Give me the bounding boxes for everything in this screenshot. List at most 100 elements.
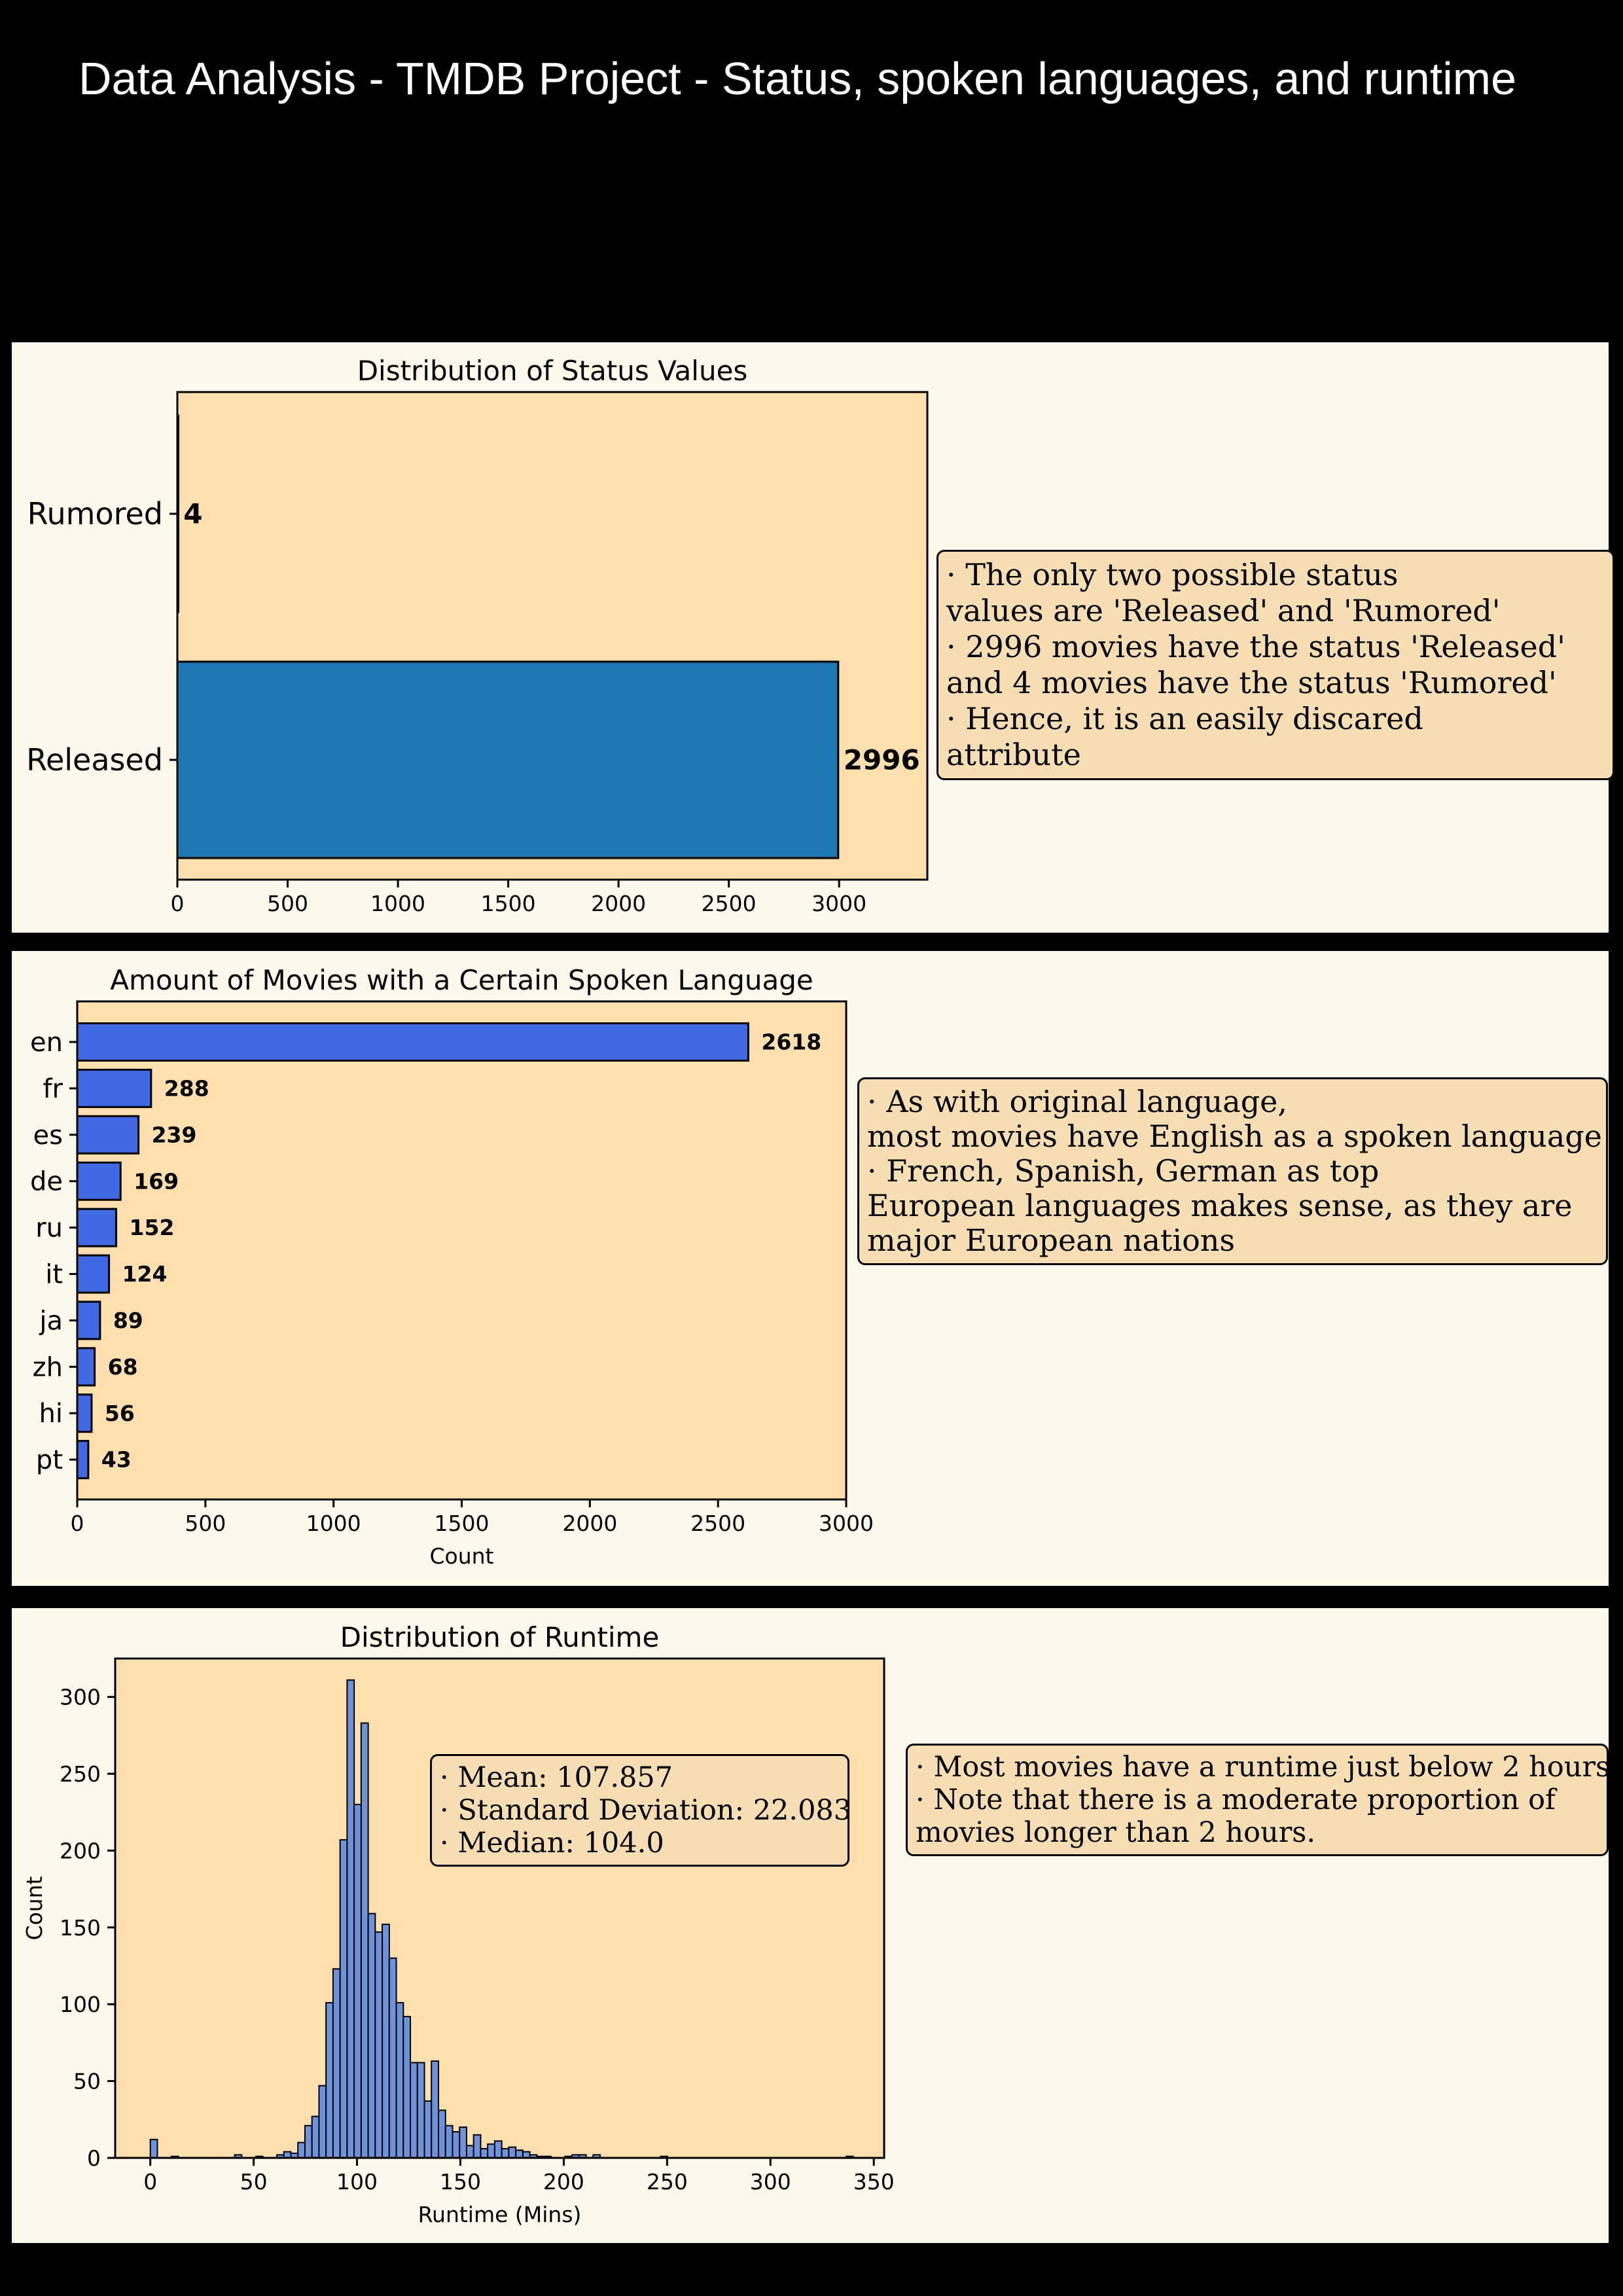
runtime-histogram-bar: [388, 1957, 397, 2159]
status-note-line: · The only two possible status: [946, 557, 1399, 592]
runtime-chart: Distribution of Runtime 0 50 100 150 200 250 30…: [22, 1621, 895, 2227]
runtime-histogram-bar: [395, 2001, 404, 2159]
runtime-note-line: · Most movies have a runtime just below …: [916, 1751, 1611, 1784]
language-data-label: 56: [105, 1401, 135, 1426]
runtime-histogram-bar: [353, 1804, 362, 2159]
language-note-line: European languages makes sense, as they …: [867, 1188, 1573, 1223]
runtime-histogram-bar: [416, 2062, 425, 2159]
language-xtick-label: 1500: [435, 1511, 490, 1536]
runtime-xtick-label: 300: [750, 2169, 791, 2195]
language-data-label: 152: [130, 1215, 175, 1240]
status-xtick-label: 1500: [481, 891, 536, 916]
runtime-histogram-bar: [515, 2149, 524, 2159]
language-title: Amount of Movies with a Certain Spoken L…: [110, 964, 813, 996]
language-data-label: 68: [108, 1354, 138, 1380]
runtime-histogram-bar: [332, 1968, 341, 2159]
language-category-label: pt: [36, 1445, 63, 1475]
language-data-label: 169: [134, 1168, 179, 1194]
runtime-histogram-bar: [444, 2125, 454, 2159]
page-title: Data Analysis - TMDB Project - Status, s…: [79, 53, 1517, 104]
status-xtick-label: 0: [171, 891, 185, 916]
language-bar: [76, 1347, 96, 1387]
language-note-line: most movies have English as a spoken lan…: [867, 1119, 1603, 1154]
language-note-line: major European nations: [867, 1223, 1236, 1258]
status-xtick-label: 500: [267, 891, 308, 916]
language-bar: [76, 1440, 90, 1480]
language-xtick-label: 0: [71, 1511, 84, 1536]
language-category-label: it: [45, 1260, 63, 1290]
runtime-histogram-bar: [304, 2125, 313, 2159]
runtime-xtick-label: 50: [240, 2169, 268, 2195]
status-frame: [176, 391, 929, 881]
language-frame: [76, 1000, 847, 1501]
language-plot-area: [77, 1001, 846, 1499]
runtime-histogram-bar: [452, 2131, 461, 2159]
status-note-line: · Hence, it is an easily discared: [946, 701, 1423, 736]
language-panel: Amount of Movies with a Certain Spoken L…: [12, 951, 1609, 1586]
runtime-histogram-bar: [360, 1722, 369, 2159]
status-category-label: Released: [26, 742, 163, 778]
status-note-line: values are 'Released' and 'Rumored': [946, 593, 1501, 628]
language-note: · As with original language, most movies…: [857, 1077, 1608, 1265]
runtime-plot-area: [115, 1659, 884, 2158]
runtime-xtick-label: 250: [647, 2169, 688, 2195]
runtime-panel: Distribution of Runtime 0 50 100 150 200 250 30…: [12, 1608, 1611, 2243]
runtime-ytick-label: 0: [87, 2145, 101, 2171]
language-bar: [76, 1393, 93, 1433]
runtime-title: Distribution of Runtime: [340, 1621, 660, 1653]
status-xtick-label: 2500: [702, 891, 757, 916]
runtime-note-line: movies longer than 2 hours.: [916, 1816, 1315, 1849]
runtime-histogram-bar: [346, 1679, 355, 2159]
runtime-histogram-bar: [382, 1924, 390, 2159]
language-data-label: 288: [164, 1075, 209, 1101]
runtime-note: · Most movies have a runtime just below …: [906, 1744, 1611, 1856]
language-note-line: · French, Spanish, German as top: [867, 1153, 1380, 1189]
language-data-label: 239: [152, 1122, 197, 1147]
runtime-histogram-bar: [339, 1839, 348, 2159]
status-chart: Distribution of Status Values Rumored 4 Rel…: [26, 355, 929, 916]
language-category-label: en: [30, 1028, 63, 1058]
runtime-histogram-bar: [473, 2134, 482, 2159]
language-xtick-label: 2500: [690, 1511, 745, 1536]
language-bar: [76, 1161, 122, 1201]
language-bar: [76, 1022, 749, 1062]
runtime-ytick-label: 50: [73, 2069, 101, 2094]
runtime-histogram-bar: [367, 1912, 376, 2159]
language-category-label: es: [33, 1121, 63, 1151]
language-bar: [76, 1254, 111, 1294]
language-category-label: hi: [39, 1399, 63, 1429]
runtime-histogram-bar: [465, 2145, 474, 2159]
language-data-label: 124: [122, 1261, 168, 1287]
status-panel: Distribution of Status Values Rumored 4 Rel…: [12, 342, 1614, 933]
language-bar: [76, 1208, 118, 1247]
status-note-line: · 2996 movies have the status 'Released': [946, 629, 1565, 664]
runtime-xtick-label: 0: [143, 2169, 157, 2195]
runtime-stats-line: · Standard Deviation: 22.083: [440, 1794, 852, 1827]
runtime-histogram-bar: [325, 2001, 334, 2159]
language-note-line: · As with original language,: [867, 1084, 1288, 1119]
status-xtick-label: 2000: [591, 891, 646, 916]
runtime-stats-line: · Mean: 107.857: [440, 1761, 673, 1794]
runtime-ytick-label: 150: [60, 1915, 101, 1941]
status-xtick-label: 1000: [370, 891, 425, 916]
language-category-label: fr: [43, 1074, 63, 1104]
status-note-line: and 4 movies have the status 'Rumored': [946, 665, 1557, 700]
runtime-stats-box: · Mean: 107.857 · Standard Deviation: 22…: [430, 1754, 852, 1867]
runtime-histogram-bar: [459, 2126, 467, 2159]
status-xtick-label: 3000: [812, 891, 866, 916]
language-xtick-label: 2000: [562, 1511, 617, 1536]
runtime-histogram-bar: [149, 2138, 158, 2159]
status-note-line: attribute: [946, 737, 1081, 772]
runtime-xtick-label: 200: [543, 2169, 584, 2195]
runtime-histogram-bar: [374, 1931, 383, 2159]
runtime-histogram-bar: [508, 2146, 517, 2159]
language-category-label: ja: [39, 1306, 63, 1336]
language-data-label: 43: [101, 1447, 132, 1473]
runtime-histogram-bar: [431, 2060, 440, 2159]
runtime-histogram-bar: [402, 2016, 412, 2159]
language-category-label: ru: [35, 1213, 63, 1244]
runtime-xlabel: Runtime (Mins): [418, 2202, 582, 2227]
runtime-note-line: · Note that there is a moderate proporti…: [916, 1784, 1556, 1816]
language-data-label: 2618: [761, 1030, 821, 1055]
language-category-label: de: [30, 1167, 63, 1197]
